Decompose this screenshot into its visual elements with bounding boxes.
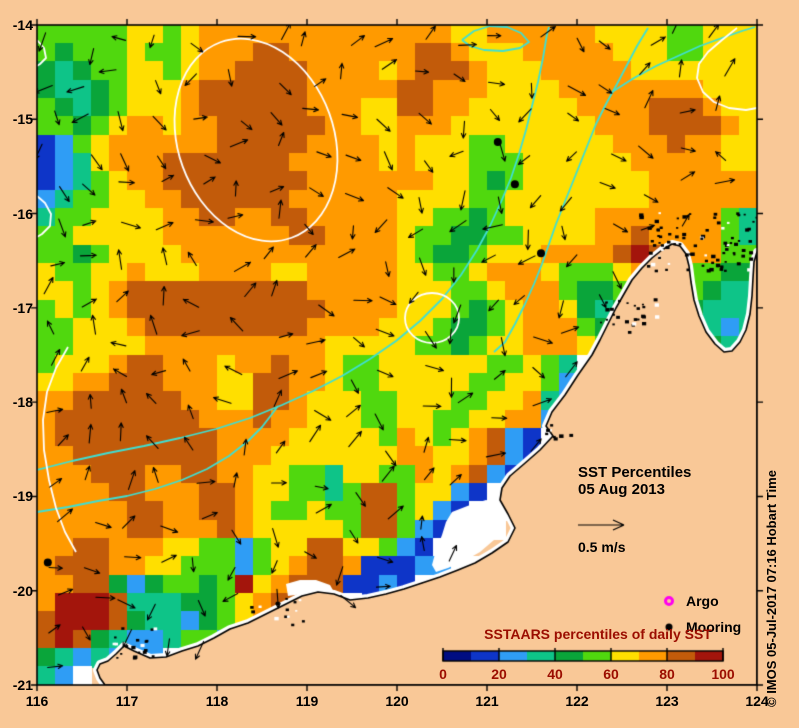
x-axis-tick-label: 117	[115, 693, 139, 709]
y-axis-tick-label: -19	[12, 488, 33, 505]
legend-label-mooring: Mooring	[686, 619, 742, 635]
colorbar-tick-label: 60	[603, 666, 619, 682]
x-axis-tick-label: 122	[565, 693, 589, 709]
colorbar-tick-label: 100	[711, 666, 735, 682]
colorbar-title: SSTAARS percentiles of daily SST	[484, 626, 712, 642]
colorbar-tick-label: 0	[439, 666, 447, 682]
plot-title: SST Percentiles	[578, 464, 692, 481]
colorbar-tick-label: 40	[547, 666, 563, 682]
colorbar-tick-label: 80	[659, 666, 675, 682]
credit-text: © IMOS 05-Jul-2017 07:16 Hobart Time	[764, 470, 779, 707]
y-axis-tick-label: -15	[12, 111, 33, 128]
x-axis-tick-label: 121	[475, 693, 499, 709]
y-axis-tick-label: -16	[12, 205, 33, 222]
legend-label-argo: Argo	[686, 593, 719, 609]
x-axis-tick-label: 118	[205, 693, 229, 709]
y-axis-tick-label: -20	[12, 582, 33, 599]
x-axis-tick-label: 119	[295, 693, 319, 709]
x-axis-tick-label: 123	[655, 693, 679, 709]
plot-date: 05 Aug 2013	[578, 481, 665, 498]
x-axis-tick-label: 124	[745, 693, 769, 709]
y-axis-tick-label: -18	[12, 394, 33, 411]
x-axis-tick-label: 120	[385, 693, 409, 709]
y-axis-tick-label: -14	[12, 17, 33, 33]
x-axis-tick-label: 116	[25, 693, 49, 709]
y-axis-tick-label: -17	[12, 299, 33, 316]
colorbar-tick-label: 20	[491, 666, 507, 682]
y-axis-tick-label: -21	[12, 677, 33, 693]
scale-arrow-label: 0.5 m/s	[578, 539, 626, 555]
